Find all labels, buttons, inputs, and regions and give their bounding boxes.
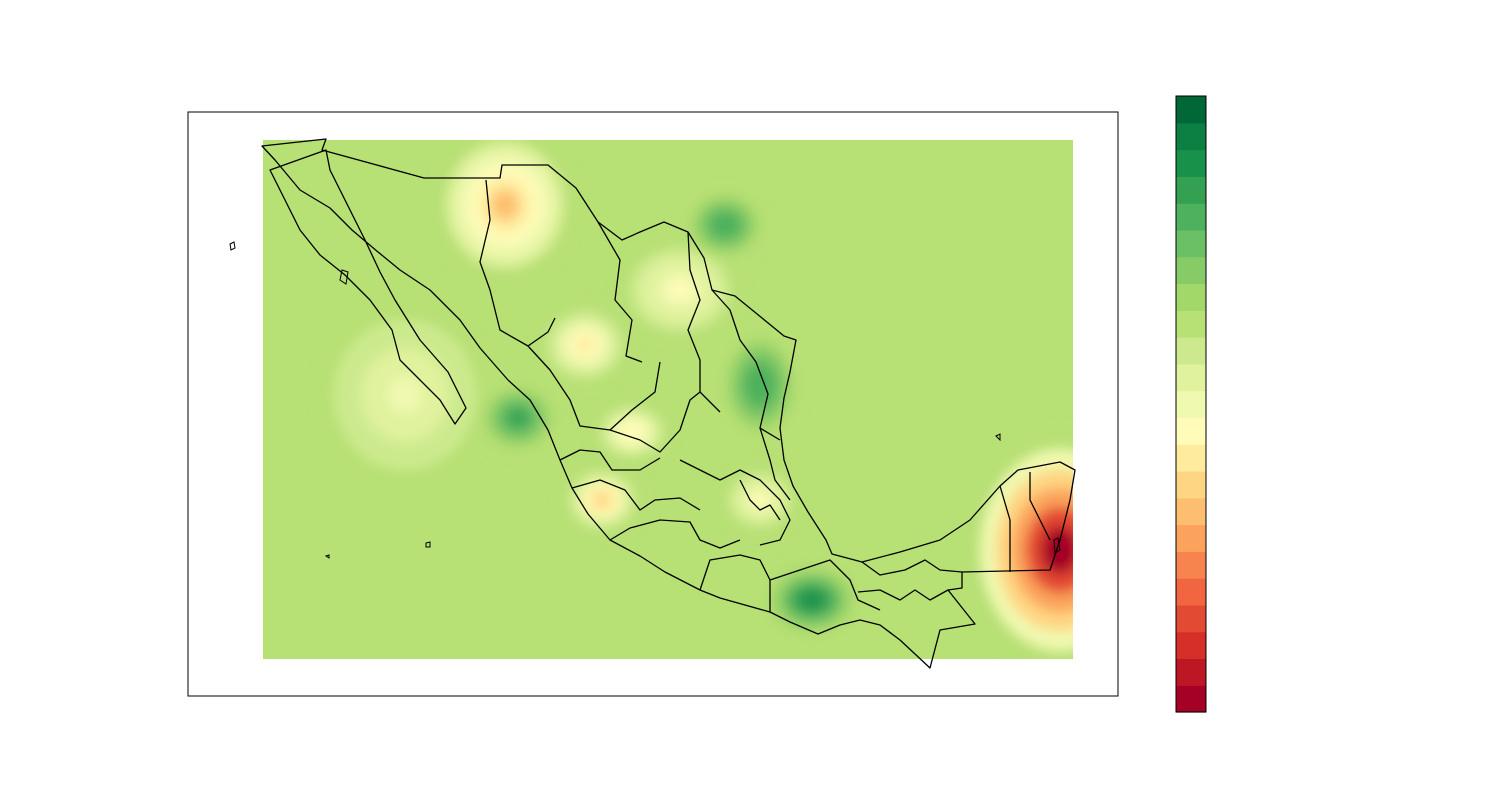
contour-sonora-north-ring-5 [491, 190, 519, 220]
border-sinaloa-nayarit [559, 449, 661, 471]
colorbar-swatch-19 [1176, 176, 1206, 204]
contour-coahuila-ring-5 [668, 280, 692, 300]
border-jalisco [571, 479, 701, 511]
contour-nuevo-leon-north-ring-5 [717, 218, 733, 232]
colorbar-swatch-11 [1176, 390, 1206, 418]
border-chihuahua-coahuila [597, 221, 643, 363]
border-tabasco [861, 559, 963, 576]
colorbar-swatch-5 [1176, 551, 1206, 579]
border-oaxaca [769, 559, 881, 611]
colorbar-swatch-14 [1176, 310, 1206, 338]
contour-sinaloa-coast-ring-5 [510, 411, 526, 425]
colorbar-swatch-7 [1176, 497, 1206, 526]
contour-puebla-tlaxcala-ring-5 [752, 493, 768, 507]
baja-california-peninsula [269, 149, 467, 425]
contour-zacatecas-ring-5 [624, 426, 640, 438]
colorbar-swatch-12 [1176, 363, 1206, 392]
isla-holbox [995, 433, 1001, 442]
colorbar-swatch-13 [1176, 337, 1206, 365]
colorbar-swatch-21 [1176, 122, 1206, 151]
islas-revillagigedo [324, 554, 330, 559]
isla-tiburon [339, 269, 349, 285]
colorbar [1175, 95, 1207, 713]
colorbar-swatch-9 [1176, 444, 1206, 472]
colorbar-swatch-0 [1176, 685, 1206, 713]
islands [229, 241, 1061, 559]
colorbar-swatch-22 [1176, 96, 1206, 124]
colorbar-swatch-16 [1176, 256, 1206, 285]
colorbar-swatch-20 [1176, 149, 1206, 177]
contour-baja-california-sur-ring-5 [388, 377, 422, 413]
contour-tamaulipas-coast-ring-5 [752, 374, 768, 396]
colorbar-swatch-2 [1176, 631, 1206, 660]
colorbar-frame [1175, 95, 1207, 713]
colorbar-swatch-8 [1176, 470, 1206, 499]
colorbar-swatch-6 [1176, 524, 1206, 552]
colorbar-swatch-4 [1176, 578, 1206, 606]
border-guerrero [699, 554, 771, 612]
isla-guadalupe [229, 241, 236, 251]
colorbar-swatch-18 [1176, 203, 1206, 231]
border-michoacan [609, 519, 741, 549]
border-yucatan-campeche [999, 485, 1011, 572]
border-durango [527, 345, 661, 431]
colorbar-swatch-17 [1176, 229, 1206, 258]
colorbar-swatch-1 [1176, 658, 1206, 686]
border-central-states [679, 459, 791, 546]
country-outline [261, 138, 1076, 669]
isla-socorro [425, 541, 431, 548]
border-zacatecas [609, 391, 701, 453]
isla-cozumel [1053, 537, 1061, 554]
border-veracruz-inner [759, 427, 791, 501]
contour-oaxaca-coast-ring-5 [802, 592, 822, 608]
border-yucatan-qroo [1029, 472, 1051, 541]
colorbar-swatch-10 [1176, 417, 1206, 445]
contour-chihuahua-south-ring-5 [576, 337, 594, 353]
contour-field [263, 140, 1073, 659]
border-tlaxcala-puebla [739, 479, 781, 521]
state-borders [261, 138, 1076, 669]
colorbar-swatch-15 [1176, 283, 1206, 311]
border-sonora-chihuahua [479, 179, 556, 347]
colorbar-swatch-3 [1176, 604, 1206, 633]
border-chiapas [857, 589, 949, 601]
contour-jalisco-west-ring-5 [594, 493, 610, 507]
